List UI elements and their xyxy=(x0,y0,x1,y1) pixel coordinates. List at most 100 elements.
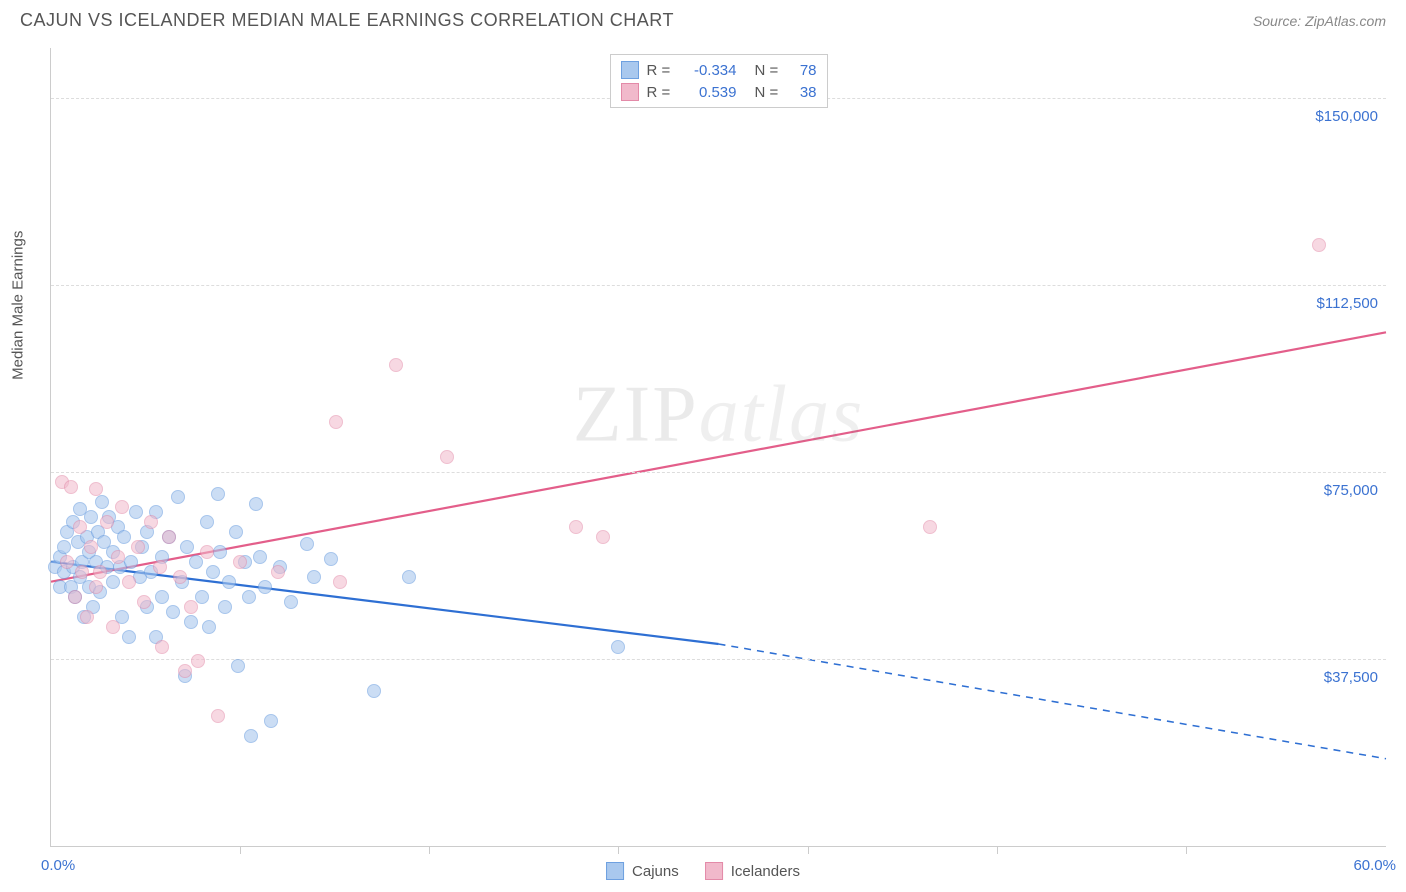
cajuns-point xyxy=(300,537,314,551)
icelanders-point xyxy=(211,709,225,723)
gridline xyxy=(51,659,1386,660)
x-axis-max-label: 60.0% xyxy=(1353,857,1396,874)
series-legend: Cajuns Icelanders xyxy=(606,862,800,880)
x-axis-tick xyxy=(1186,846,1187,854)
icelanders-point xyxy=(115,500,129,514)
x-axis-tick xyxy=(618,846,619,854)
cajuns-point xyxy=(264,714,278,728)
r-label: R = xyxy=(647,84,675,101)
n-value: 38 xyxy=(791,84,817,101)
cajuns-point xyxy=(206,565,220,579)
cajuns-point xyxy=(95,495,109,509)
icelanders-point xyxy=(596,530,610,544)
cajuns-point xyxy=(222,575,236,589)
cajuns-point xyxy=(180,540,194,554)
r-value: -0.334 xyxy=(683,62,737,79)
y-axis-title: Median Male Earnings xyxy=(10,231,27,380)
legend-swatch xyxy=(705,862,723,880)
cajuns-point xyxy=(57,540,71,554)
icelanders-point xyxy=(106,620,120,634)
icelanders-point xyxy=(68,590,82,604)
icelanders-point xyxy=(144,515,158,529)
x-axis-tick xyxy=(429,846,430,854)
chart-header: CAJUN VS ICELANDER MEDIAN MALE EARNINGS … xyxy=(0,0,1406,37)
cajuns-point xyxy=(242,590,256,604)
n-value: 78 xyxy=(791,62,817,79)
icelanders-point xyxy=(73,520,87,534)
icelanders-point xyxy=(93,565,107,579)
watermark-zip: ZIP xyxy=(573,371,699,459)
x-axis-min-label: 0.0% xyxy=(41,857,75,874)
n-label: N = xyxy=(755,84,783,101)
icelanders-point xyxy=(100,515,114,529)
icelanders-point xyxy=(233,555,247,569)
cajuns-point xyxy=(129,505,143,519)
cajuns-point xyxy=(231,659,245,673)
cajuns-point xyxy=(84,510,98,524)
cajuns-point xyxy=(202,620,216,634)
icelanders-point xyxy=(60,555,74,569)
chart-plot-area: ZIPatlas R =-0.334N =78R =0.539N =38 0.0… xyxy=(50,48,1386,847)
cajuns-point xyxy=(307,570,321,584)
r-value: 0.539 xyxy=(683,84,737,101)
icelanders-point xyxy=(153,560,167,574)
watermark-atlas: atlas xyxy=(699,371,865,459)
cajuns-point xyxy=(253,550,267,564)
cajuns-point xyxy=(249,497,263,511)
cajuns-point xyxy=(166,605,180,619)
icelanders-point xyxy=(200,545,214,559)
cajuns-point xyxy=(218,600,232,614)
cajuns-point xyxy=(124,555,138,569)
icelanders-point xyxy=(84,540,98,554)
icelanders-point xyxy=(923,520,937,534)
gridline xyxy=(51,285,1386,286)
cajuns-point xyxy=(184,615,198,629)
cajuns-point xyxy=(200,515,214,529)
correlation-legend: R =-0.334N =78R =0.539N =38 xyxy=(610,54,828,108)
source-prefix: Source: xyxy=(1253,13,1305,29)
icelanders-point xyxy=(271,565,285,579)
cajuns-point xyxy=(611,640,625,654)
legend-swatch xyxy=(606,862,624,880)
icelanders-point xyxy=(329,415,343,429)
cajuns-point xyxy=(258,580,272,594)
icelanders-point xyxy=(162,530,176,544)
cajuns-point xyxy=(284,595,298,609)
series-legend-item: Cajuns xyxy=(606,862,679,880)
icelanders-point xyxy=(64,480,78,494)
cajuns-point xyxy=(213,545,227,559)
cajuns-point xyxy=(402,570,416,584)
x-axis-tick xyxy=(240,846,241,854)
icelanders-point xyxy=(89,482,103,496)
icelanders-trendline xyxy=(51,332,1386,581)
watermark: ZIPatlas xyxy=(573,370,865,461)
cajuns-trendline-extrapolated xyxy=(719,644,1387,759)
cajuns-point xyxy=(244,729,258,743)
cajuns-point xyxy=(171,490,185,504)
icelanders-point xyxy=(178,664,192,678)
icelanders-point xyxy=(389,358,403,372)
x-axis-tick xyxy=(808,846,809,854)
icelanders-point xyxy=(184,600,198,614)
icelanders-point xyxy=(333,575,347,589)
cajuns-point xyxy=(229,525,243,539)
chart-title: CAJUN VS ICELANDER MEDIAN MALE EARNINGS … xyxy=(20,10,674,31)
trend-lines-layer xyxy=(51,48,1386,846)
chart-source: Source: ZipAtlas.com xyxy=(1253,13,1386,29)
icelanders-point xyxy=(75,565,89,579)
cajuns-point xyxy=(155,590,169,604)
icelanders-point xyxy=(80,610,94,624)
icelanders-point xyxy=(122,575,136,589)
series-legend-item: Icelanders xyxy=(705,862,800,880)
correlation-legend-row: R =-0.334N =78 xyxy=(621,59,817,81)
icelanders-point xyxy=(89,580,103,594)
r-label: R = xyxy=(647,62,675,79)
cajuns-point xyxy=(189,555,203,569)
cajuns-point xyxy=(122,630,136,644)
icelanders-point xyxy=(569,520,583,534)
y-axis-tick-label: $112,500 xyxy=(1317,295,1378,312)
legend-swatch xyxy=(621,61,639,79)
icelanders-point xyxy=(155,640,169,654)
icelanders-point xyxy=(137,595,151,609)
gridline xyxy=(51,472,1386,473)
